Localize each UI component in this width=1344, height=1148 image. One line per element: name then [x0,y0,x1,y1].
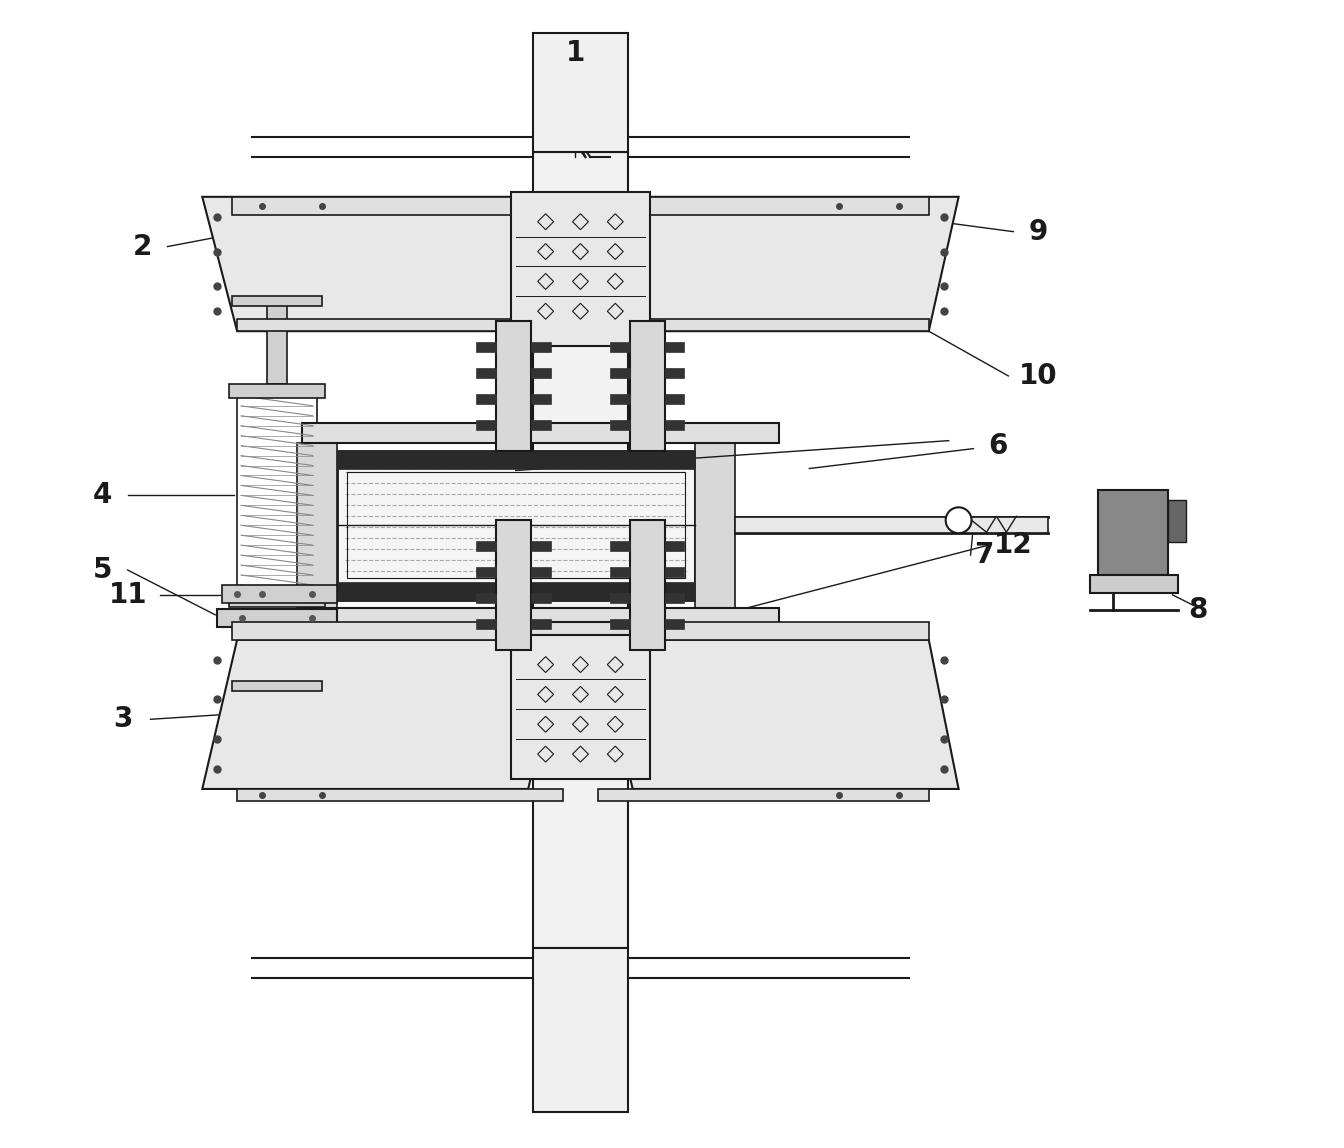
Bar [531,567,551,577]
Bar [531,420,551,429]
Bar [664,342,684,352]
Bar [610,619,630,629]
Bar [534,152,628,948]
Bar [735,518,1048,533]
Bar [1098,490,1168,575]
Text: 6: 6 [989,432,1008,459]
Bar [664,567,684,577]
Bar [336,451,695,600]
Bar [233,196,528,215]
Bar [610,541,630,551]
Bar [664,541,684,551]
Text: 8: 8 [1188,596,1207,623]
Bar [531,541,551,551]
Bar [496,520,531,650]
Bar [222,585,336,603]
Text: 12: 12 [995,532,1032,559]
Bar [664,394,684,404]
Text: 3: 3 [113,705,132,734]
Bar [664,369,684,378]
Bar [610,592,630,603]
Bar [664,420,684,429]
Polygon shape [598,196,958,331]
Bar [302,422,780,443]
Bar [477,541,496,551]
Bar [695,443,735,607]
Bar [610,420,630,429]
Bar [302,607,780,628]
Bar [531,592,551,603]
Bar [267,627,286,682]
Bar [477,420,496,429]
Text: 10: 10 [1019,362,1058,390]
Text: 2: 2 [133,233,152,261]
Bar [336,582,695,600]
Text: 9: 9 [1028,218,1048,246]
Text: 5: 5 [93,556,113,584]
Bar [496,321,531,451]
Bar [477,394,496,404]
Bar [598,789,929,801]
Bar [511,192,650,346]
Bar [598,319,929,331]
Circle shape [946,507,972,533]
Bar [528,196,633,215]
Bar [477,619,496,629]
Bar [237,396,317,595]
Bar [528,622,633,639]
Bar [237,789,563,801]
Bar [1168,501,1185,542]
Bar [630,520,664,650]
Bar [630,321,664,451]
Bar [528,215,633,226]
Bar [531,369,551,378]
Bar [664,619,684,629]
Bar [534,948,628,1112]
Bar [531,342,551,352]
Bar [230,592,325,607]
Polygon shape [598,639,958,789]
Bar [610,369,630,378]
Text: 1: 1 [566,39,585,67]
Bar [477,342,496,352]
Bar [347,473,685,577]
Bar [664,592,684,603]
Bar [633,196,929,215]
Bar [477,592,496,603]
Bar [477,567,496,577]
Bar [230,383,325,398]
Bar [1090,575,1177,592]
Text: 4: 4 [93,481,113,510]
Bar [531,619,551,629]
Bar [237,319,563,331]
Bar [233,682,321,691]
Bar [531,394,551,404]
Bar [218,608,336,627]
Bar [297,443,336,607]
Bar [511,635,650,779]
Bar [610,394,630,404]
Bar [534,32,628,152]
Text: 11: 11 [109,581,146,608]
Polygon shape [203,196,563,331]
Bar [610,342,630,352]
Bar [336,451,695,468]
Bar [233,622,528,639]
Bar [233,296,321,307]
Bar [477,369,496,378]
Bar [633,622,929,639]
Text: 7: 7 [974,541,993,569]
Bar [610,567,630,577]
Bar [267,304,286,383]
Polygon shape [203,639,563,789]
